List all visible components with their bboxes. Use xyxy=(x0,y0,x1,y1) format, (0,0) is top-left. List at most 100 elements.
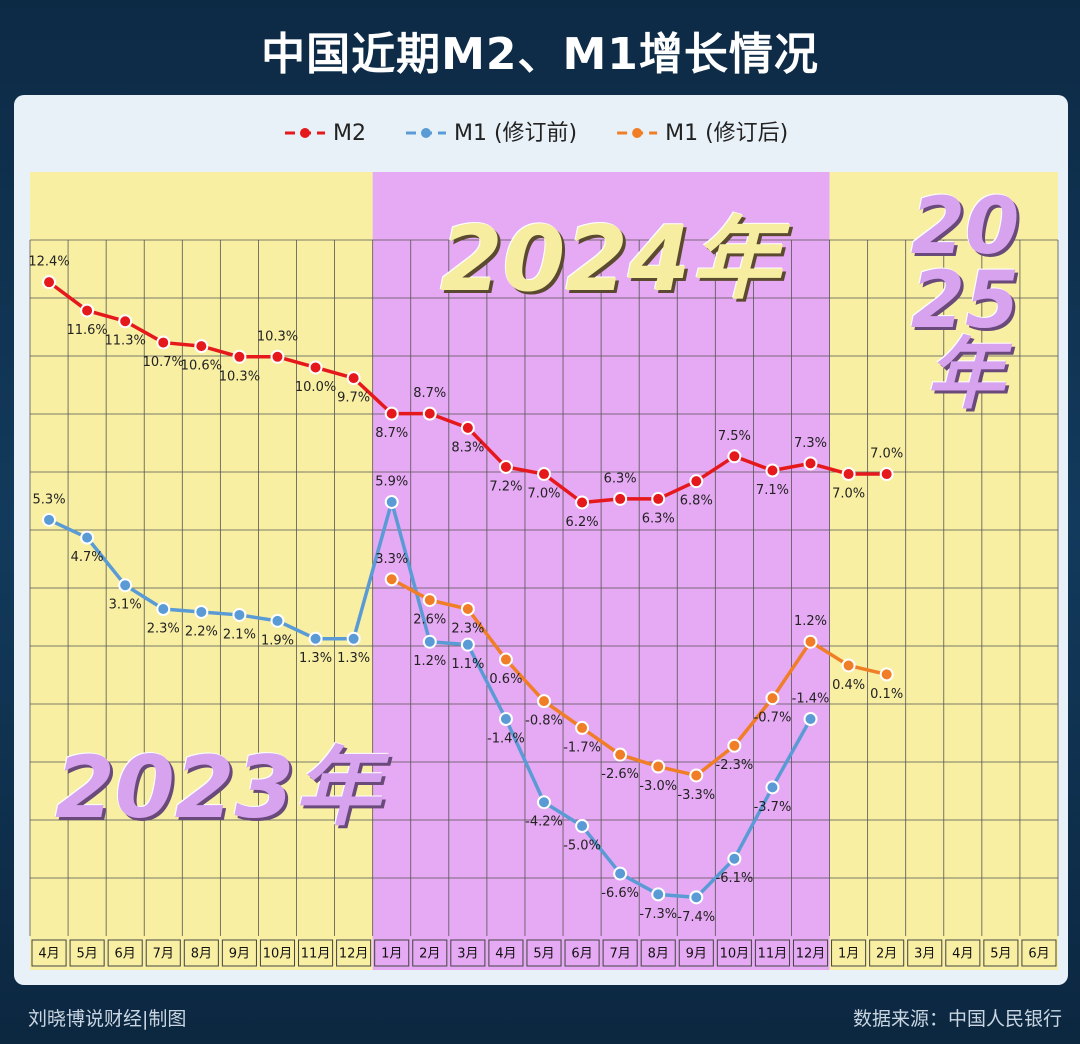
data-point xyxy=(841,467,856,482)
x-tick-box xyxy=(412,939,448,967)
data-label: 7.0% xyxy=(527,487,560,502)
x-tick-box xyxy=(983,939,1019,967)
x-tick-box xyxy=(259,939,296,967)
legend-label: M1 (修订后) xyxy=(665,121,788,146)
data-point xyxy=(498,459,513,474)
data-label: 8.3% xyxy=(451,440,484,455)
data-label: 7.3% xyxy=(794,436,827,451)
legend-marker xyxy=(632,128,643,138)
data-label: 5.3% xyxy=(33,492,66,507)
data-label: 3.3% xyxy=(375,552,408,567)
data-point xyxy=(879,467,894,482)
data-label: 4.7% xyxy=(71,550,104,565)
data-label: 10.7% xyxy=(143,355,184,370)
data-point xyxy=(422,634,437,649)
data-label: 1.2% xyxy=(794,614,827,629)
legend-label: M1 (修订前) xyxy=(454,121,577,146)
data-label: 11.3% xyxy=(105,334,146,349)
data-label: 7.2% xyxy=(489,479,522,494)
series-line xyxy=(390,577,888,778)
x-tick-label: 7月 xyxy=(610,947,631,962)
data-point xyxy=(308,631,323,646)
data-label: 10.0% xyxy=(295,380,336,395)
data-point xyxy=(575,720,590,735)
data-label: 1.9% xyxy=(261,633,294,648)
data-point xyxy=(727,851,742,866)
data-point xyxy=(727,449,742,464)
year-label: 2023年 xyxy=(55,738,381,838)
data-point xyxy=(232,607,247,622)
data-label: 10.6% xyxy=(181,359,222,374)
x-tick-label: 9月 xyxy=(686,947,707,962)
data-label: -4.2% xyxy=(525,815,563,830)
data-point xyxy=(42,512,57,527)
data-label: 2.2% xyxy=(185,624,218,639)
x-tick-box xyxy=(221,939,257,967)
x-tick-box xyxy=(831,939,867,967)
x-tick-label: 6月 xyxy=(571,947,592,962)
data-label: 7.1% xyxy=(756,483,789,498)
data-label: -5.0% xyxy=(563,839,601,854)
x-tick-box xyxy=(183,939,219,967)
data-point xyxy=(803,456,818,471)
data-point xyxy=(460,637,475,652)
x-tick-box xyxy=(754,939,790,967)
data-label: -2.3% xyxy=(716,758,754,773)
data-point xyxy=(613,866,628,881)
data-point xyxy=(460,420,475,435)
data-point xyxy=(384,572,399,587)
x-tick-label: 1月 xyxy=(838,947,859,962)
x-tick-box xyxy=(907,939,943,967)
data-point xyxy=(422,406,437,421)
x-tick-label: 2月 xyxy=(876,947,897,962)
data-label: -1.7% xyxy=(563,740,601,755)
data-point xyxy=(308,360,323,375)
x-tick-label: 12月 xyxy=(796,947,826,962)
data-label: 8.7% xyxy=(375,426,408,441)
x-tick-label: 6月 xyxy=(115,947,136,962)
data-point xyxy=(689,890,704,905)
legend-label: M2 xyxy=(333,121,366,146)
legend-marker xyxy=(300,128,310,138)
x-tick-box xyxy=(145,939,181,967)
data-point xyxy=(42,275,57,290)
data-label: 2.3% xyxy=(147,621,180,636)
data-label: 7.5% xyxy=(718,429,751,444)
data-label: 1.2% xyxy=(413,654,446,669)
x-tick-label: 4月 xyxy=(495,947,516,962)
data-label: -3.3% xyxy=(677,788,715,803)
legend-item: M2 xyxy=(285,121,366,146)
x-tick-label: 10月 xyxy=(720,947,750,962)
x-tick-label: 5月 xyxy=(533,947,554,962)
data-point xyxy=(613,491,628,506)
data-label: 6.2% xyxy=(566,515,599,530)
data-point xyxy=(879,667,894,682)
x-tick-box xyxy=(869,939,905,967)
data-label: 9.7% xyxy=(337,391,370,406)
x-tick-label: 1月 xyxy=(381,947,402,962)
x-tick-box xyxy=(107,939,143,967)
data-label: 10.3% xyxy=(257,329,298,344)
x-tick-label: 2月 xyxy=(419,947,440,962)
data-point xyxy=(651,887,666,902)
x-tick-box xyxy=(602,939,638,967)
x-tick-label: 11月 xyxy=(301,947,331,962)
x-tick-label: 4月 xyxy=(38,947,59,962)
data-point xyxy=(270,349,285,364)
data-label: 3.1% xyxy=(109,598,142,613)
data-label: -1.4% xyxy=(792,691,830,706)
x-tick-box xyxy=(298,939,334,967)
data-label: -0.8% xyxy=(525,714,563,729)
x-tick-box xyxy=(488,939,524,967)
x-tick-label: 11月 xyxy=(758,947,788,962)
credit: 刘晓博说财经|制图 xyxy=(28,1008,187,1030)
data-label: -7.4% xyxy=(677,910,715,925)
data-label: 10.3% xyxy=(219,369,260,384)
x-tick-label: 8月 xyxy=(648,947,669,962)
data-point xyxy=(498,652,513,667)
data-point xyxy=(537,795,551,810)
x-tick-label: 12月 xyxy=(339,947,369,962)
data-point xyxy=(651,491,666,506)
